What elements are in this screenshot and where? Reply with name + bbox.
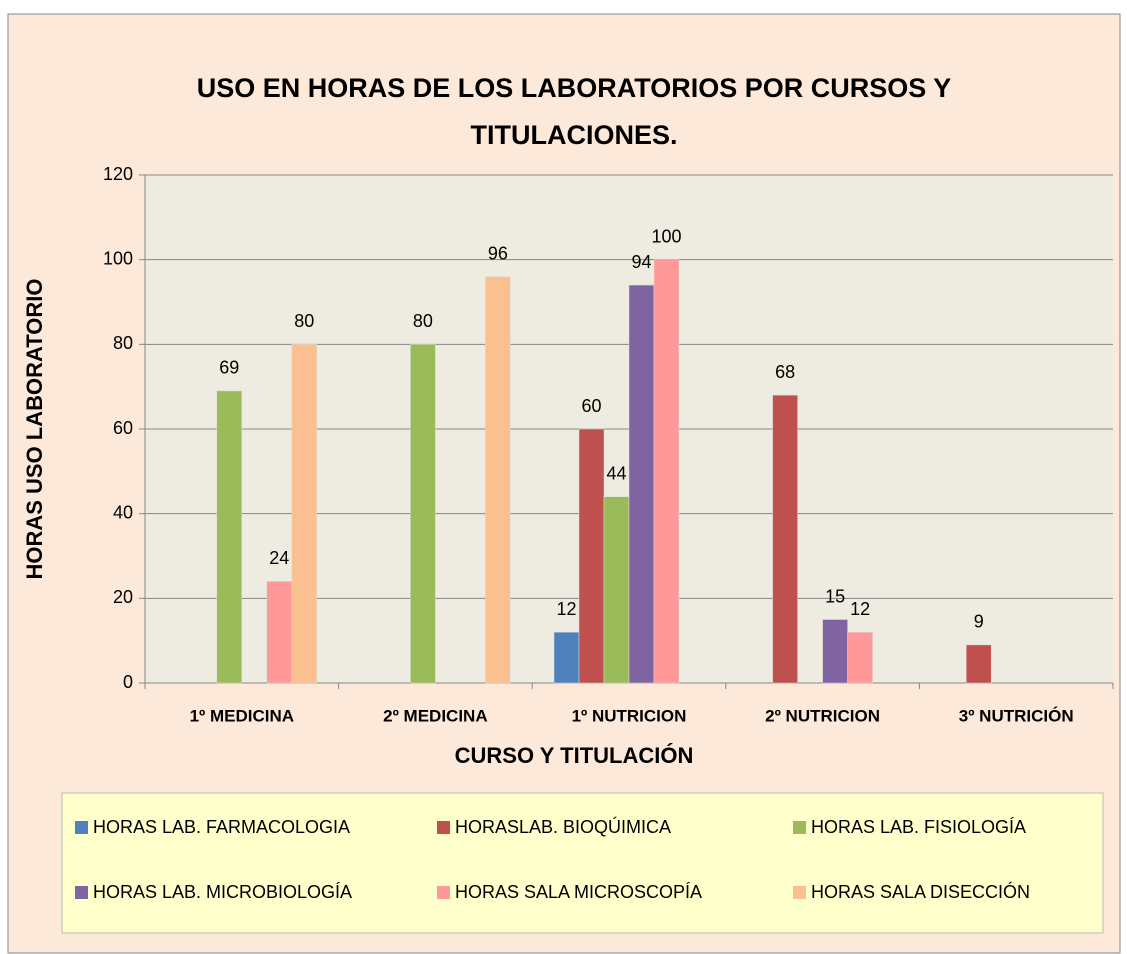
x-tick-label: 2º MEDICINA (383, 706, 487, 725)
bar (628, 284, 655, 684)
data-label: 24 (269, 548, 289, 568)
data-label: 69 (219, 358, 239, 378)
bar (216, 390, 243, 684)
data-label: 60 (581, 396, 601, 416)
data-label: 68 (775, 362, 795, 382)
bar (410, 344, 436, 684)
bar (553, 631, 580, 684)
legend-label: HORAS LAB. MICROBIOLOGÍA (93, 882, 352, 902)
x-tick-label: 2º NUTRICION (765, 706, 880, 725)
data-label: 80 (294, 311, 314, 331)
legend-swatch (793, 821, 806, 834)
legend-label: HORASLAB. BIOQÚIMICA (455, 816, 671, 837)
legend-label: HORAS SALA DISECCIÓN (811, 881, 1030, 902)
data-label: 9 (974, 612, 984, 632)
bar (291, 344, 318, 684)
legend-box (61, 792, 1104, 934)
bar (603, 496, 630, 684)
chart-title: USO EN HORAS DE LOS LABORATORIOS POR CUR… (196, 73, 952, 150)
legend-swatch (437, 821, 450, 834)
y-axis-title: HORAS USO LABORATORIO (22, 278, 47, 579)
x-tick-label: 3º NUTRICIÓN (959, 706, 1074, 725)
y-tick-label: 0 (123, 672, 133, 692)
data-label: 94 (631, 252, 651, 272)
legend-label: HORAS SALA MICROSCOPÍA (455, 882, 702, 902)
data-label: 100 (651, 226, 681, 246)
data-label: 15 (825, 586, 845, 606)
x-axis-title: CURSO Y TITULACIÓN (455, 743, 694, 768)
data-label: 12 (556, 599, 576, 619)
legend-label: HORAS LAB. FARMACOLOGIA (93, 817, 350, 837)
bar (772, 394, 798, 684)
legend-swatch (437, 886, 450, 899)
y-tick-label: 80 (113, 333, 133, 353)
data-label: 44 (606, 463, 626, 483)
bar (653, 259, 680, 684)
y-tick-label: 20 (113, 587, 133, 607)
title-box: USO EN HORAS DE LOS LABORATORIOS POR CUR… (196, 73, 952, 150)
bar (266, 581, 293, 684)
bar (847, 631, 873, 684)
x-tick-label: 1º NUTRICION (572, 706, 687, 725)
data-label: 96 (488, 243, 508, 263)
legend-swatch (793, 886, 806, 899)
bar (578, 428, 605, 684)
y-tick-label: 100 (103, 248, 133, 268)
bar (965, 644, 992, 684)
y-tick-label: 60 (113, 418, 133, 438)
bar (485, 276, 511, 684)
legend-swatch (75, 886, 88, 899)
data-label: 12 (850, 599, 870, 619)
legend-swatch (75, 821, 88, 834)
y-tick-label: 120 (103, 164, 133, 184)
bar (822, 619, 848, 684)
legend-label: HORAS LAB. FISIOLOGÍA (811, 817, 1026, 837)
y-tick-label: 40 (113, 502, 133, 522)
data-label: 80 (413, 311, 433, 331)
x-tick-label: 1º MEDICINA (190, 706, 294, 725)
